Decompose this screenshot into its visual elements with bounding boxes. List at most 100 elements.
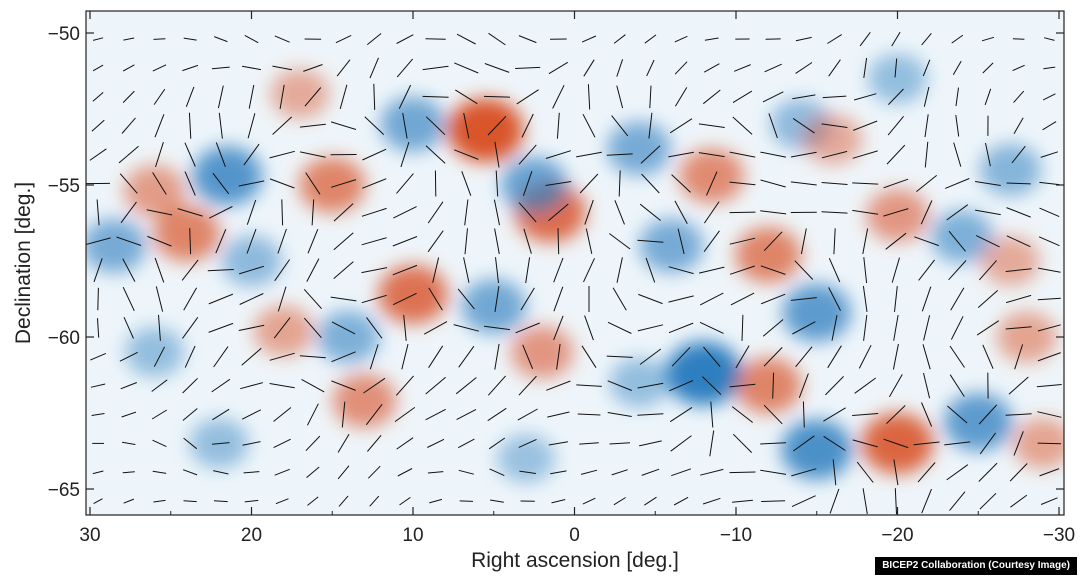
axis-ticks: 30 20 10 0 −10 −20 −30 −50 −55 −60 −65 [48, 11, 1075, 546]
polarization-vector [338, 495, 349, 507]
polarization-vector [946, 464, 969, 481]
polarization-vector [584, 199, 594, 225]
polarization-vector [859, 31, 871, 47]
polarization-vector [427, 201, 444, 224]
polarization-vector [92, 92, 104, 102]
field-blob [153, 205, 221, 262]
polarization-vector [763, 347, 783, 367]
polarization-vector [673, 496, 689, 506]
polarization-vector [793, 435, 815, 452]
polarization-vector [522, 344, 534, 369]
polarization-vector [92, 37, 104, 41]
polarization-vector [122, 64, 135, 72]
polarization-vector [487, 375, 506, 396]
polarization-vector [213, 346, 229, 368]
polarization-vector [639, 203, 661, 221]
polarization-vector [399, 496, 411, 506]
polarization-vector [425, 38, 446, 40]
polarization-vector [1042, 121, 1057, 131]
polarization-vector [116, 236, 142, 246]
polarization-vector [607, 412, 632, 417]
polarization-vector [955, 114, 960, 137]
polarization-vector [576, 384, 602, 387]
polarization-vector [1040, 151, 1059, 158]
polarization-vector [367, 465, 381, 479]
x-tick-label: −10 [720, 525, 752, 546]
polarization-vectors [86, 31, 1062, 515]
polarization-vector [674, 35, 688, 43]
polarization-vector [97, 287, 99, 311]
polarization-vector [913, 441, 940, 446]
polarization-vector [637, 413, 664, 416]
polarization-vector [674, 61, 688, 75]
polarization-vector [487, 407, 507, 422]
polarization-vector [641, 173, 660, 194]
polarization-vector [670, 435, 692, 452]
polarization-vector [729, 181, 756, 186]
polarization-vector [303, 288, 322, 310]
polarization-vector [556, 112, 560, 139]
polarization-vector [153, 38, 166, 40]
polarization-vector [459, 500, 473, 502]
polarization-vector [821, 150, 848, 159]
polarization-vector [119, 351, 138, 362]
polarization-vector [975, 209, 1001, 216]
polarization-vector [553, 257, 564, 283]
polarization-vector [521, 113, 534, 138]
polarization-vector [1013, 117, 1024, 134]
polarization-vector [616, 85, 624, 109]
polarization-vector [396, 173, 414, 194]
polarization-vector [495, 257, 499, 284]
polarization-vector [703, 346, 721, 368]
polarization-vector [921, 402, 933, 427]
polarization-vector [613, 34, 626, 44]
polarization-vector [188, 112, 192, 139]
polarization-vector [1013, 431, 1024, 456]
polarization-vector [1006, 182, 1031, 185]
polarization-vector [547, 411, 570, 418]
polarization-vector [1037, 324, 1061, 332]
polarization-vector [761, 500, 786, 502]
polarization-vector [120, 201, 137, 224]
polarization-vector [645, 257, 656, 283]
polarization-vector [305, 435, 321, 452]
polarization-vector [208, 206, 233, 219]
polarization-vector [92, 64, 104, 72]
polarization-vector [732, 433, 753, 453]
field-blob [380, 96, 446, 152]
polarization-vector [362, 148, 387, 161]
polarization-vector [306, 466, 320, 478]
polarization-vector [244, 34, 259, 44]
polarization-vector [674, 87, 688, 107]
polarization-vector [154, 114, 165, 138]
polarization-vector [393, 206, 417, 219]
polarization-vector [121, 117, 136, 134]
polarization-vector [305, 172, 321, 195]
polarization-vector [614, 200, 625, 225]
polarization-vector [704, 37, 719, 41]
polarization-vector [518, 202, 537, 223]
polarization-vector [553, 286, 564, 312]
polarization-vector [185, 86, 195, 107]
polarization-vector [1010, 494, 1028, 508]
polarization-vector [924, 141, 929, 168]
polarization-vector [189, 228, 192, 255]
polarization-vector [669, 406, 693, 423]
polarization-vector [607, 380, 632, 391]
polarization-vector [522, 171, 533, 196]
polarization-vector [90, 352, 106, 361]
polarization-vector [463, 112, 470, 139]
polarization-vector [668, 266, 694, 275]
polarization-vector [760, 151, 786, 158]
polarization-vector [638, 293, 663, 305]
polarization-vector [923, 86, 930, 107]
polarization-vector [699, 321, 724, 334]
polarization-vector [123, 37, 135, 41]
polarization-vector [122, 258, 136, 282]
field-blob [679, 148, 745, 204]
polarization-vector [454, 149, 479, 160]
polarization-vector [425, 116, 446, 136]
polarization-vector [335, 34, 352, 44]
polarization-vector [182, 408, 198, 421]
